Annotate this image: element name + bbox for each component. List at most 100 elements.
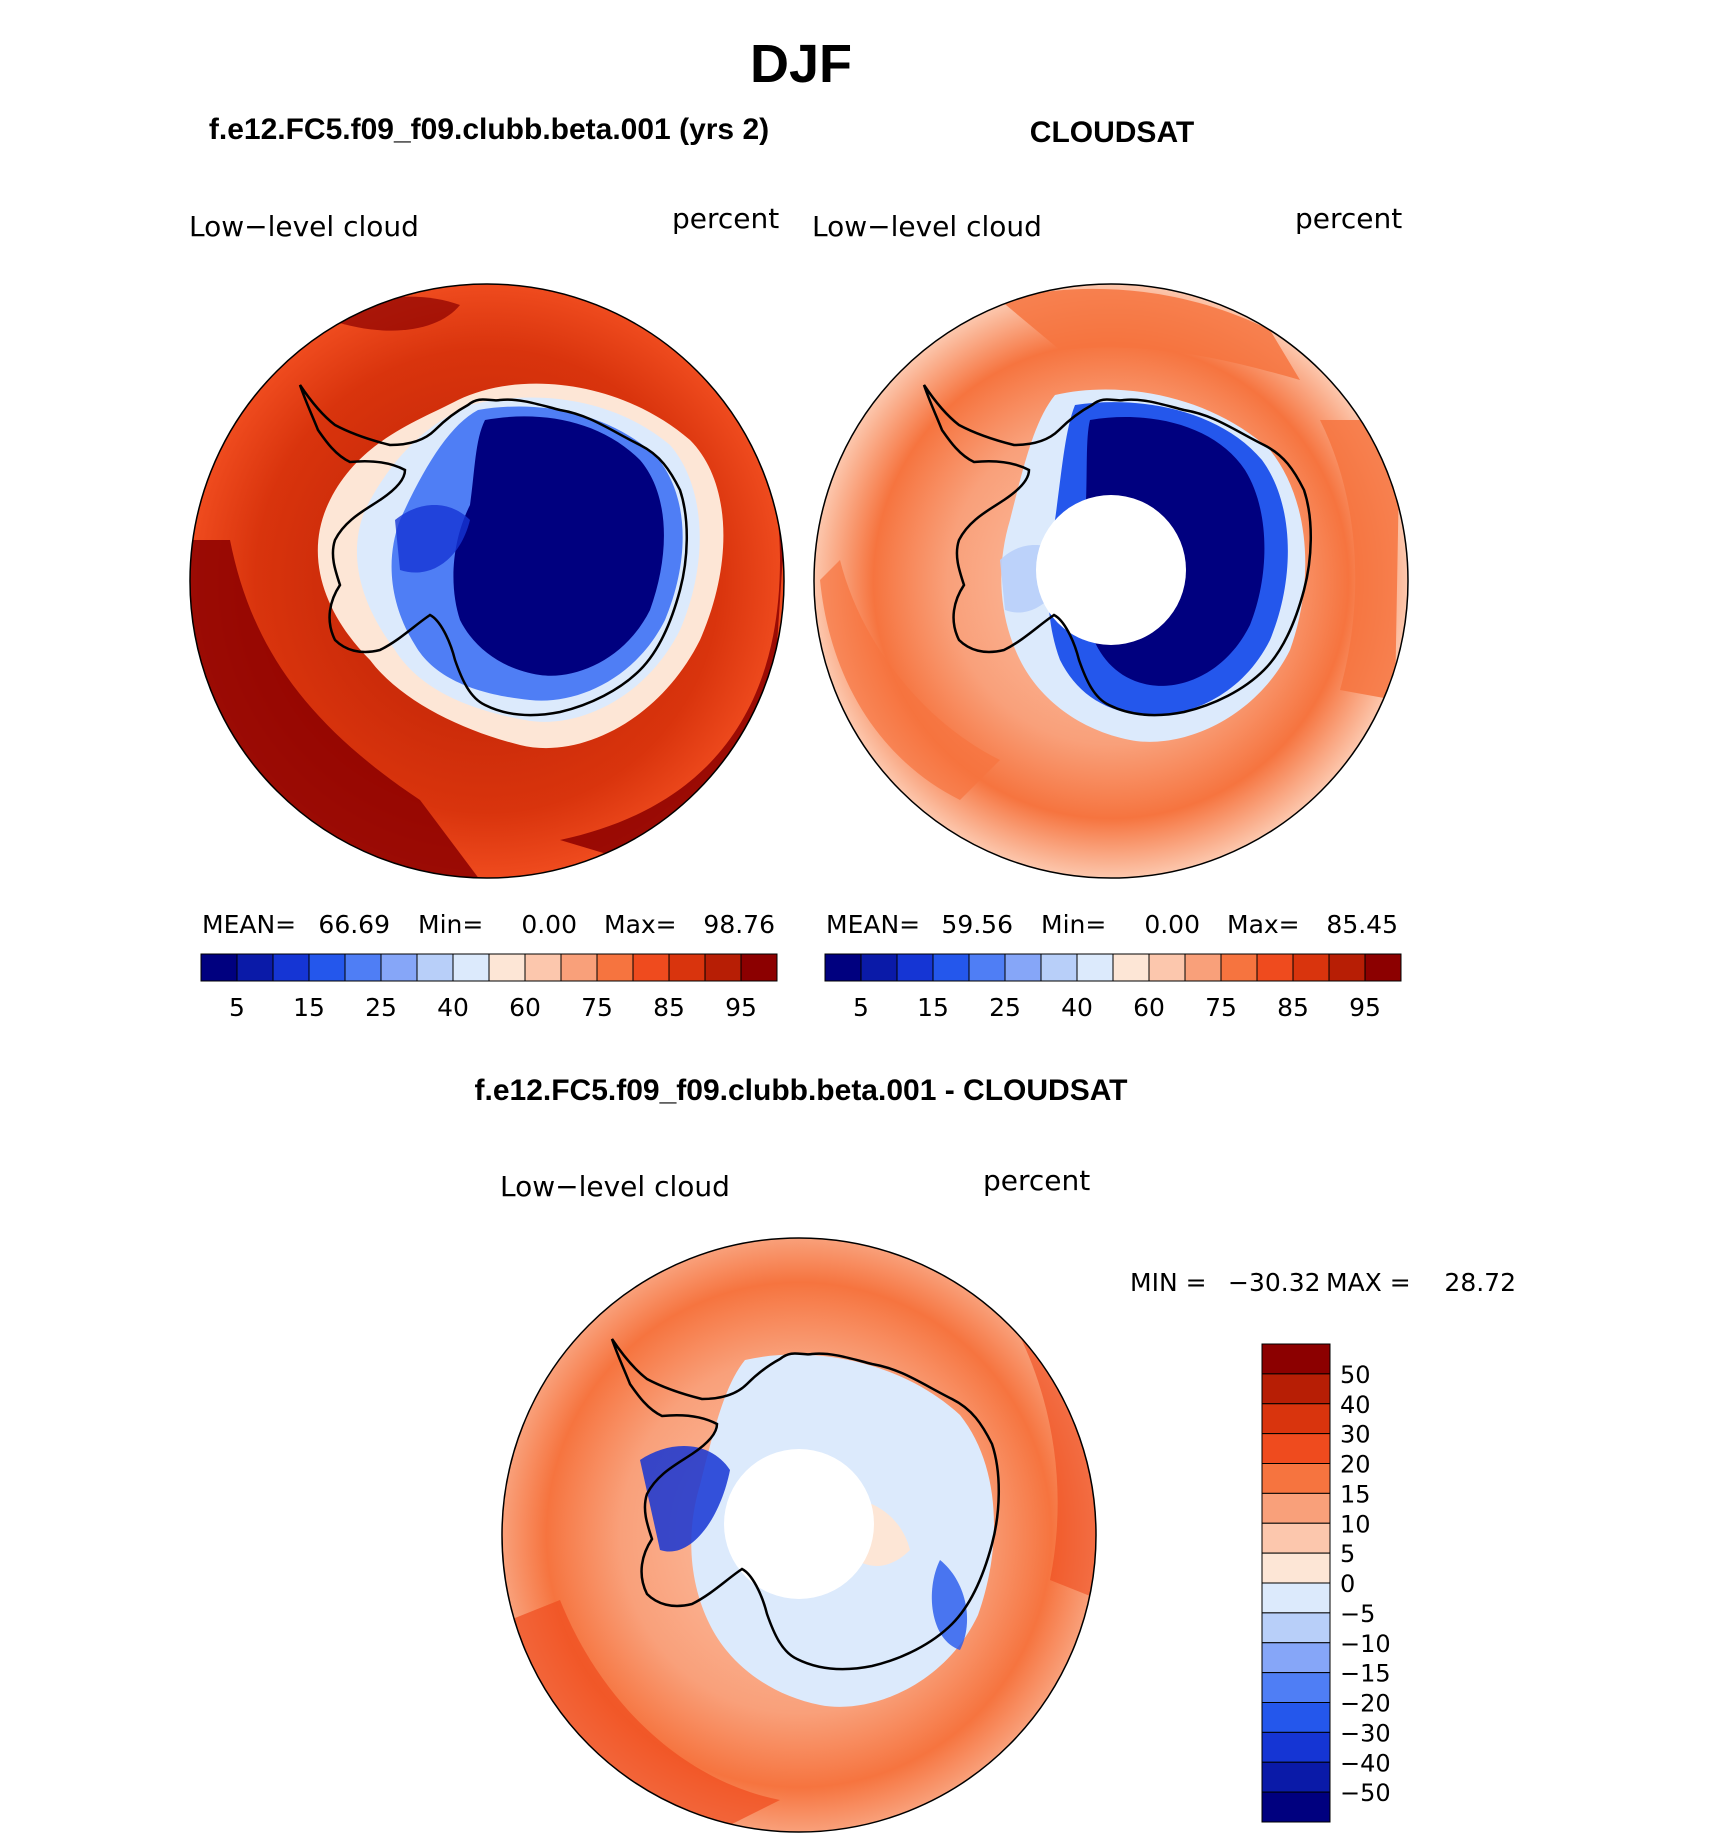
- panel3-colorbar-swatch: [1261, 1522, 1331, 1554]
- panel1-colorbar-swatch: [488, 953, 526, 982]
- panel1-colorbar-swatch: [308, 953, 346, 982]
- panel3-colorbar-swatch: [1261, 1672, 1331, 1703]
- panel3-colorbar-tick-label: −30: [1340, 1719, 1391, 1747]
- panel3-colorbar-swatch: [1261, 1373, 1331, 1405]
- panel1-colorbar-tick-label: 95: [725, 993, 757, 1022]
- panel3-positive-band-west: [510, 1600, 780, 1832]
- panel1-colorbar-swatch: [668, 953, 706, 982]
- panel2-colorbar-swatch: [1220, 953, 1258, 982]
- panel2-missing-data-hole: [1036, 495, 1186, 645]
- panel1-variable-label: Low−level cloud: [189, 210, 419, 243]
- panel3-max-label: MAX =: [1326, 1268, 1411, 1297]
- figure-title: DJF: [750, 34, 852, 94]
- panel1-colorbar-tick-label: 25: [365, 993, 397, 1022]
- panel2-colorbar-swatch: [1256, 953, 1294, 982]
- panel1-units-label: percent: [672, 202, 779, 235]
- panel1-colorbar-tick-label: 60: [509, 993, 541, 1022]
- panel2-colorbar-swatch: [968, 953, 1006, 982]
- panel3-colorbar-tick-label: −10: [1340, 1630, 1391, 1658]
- panel1-min-label: Min=: [418, 910, 483, 939]
- panel1-colorbar-swatch: [632, 953, 670, 982]
- panel3-colorbar-swatch: [1261, 1612, 1331, 1644]
- panel2-colorbar-swatch: [1292, 953, 1330, 982]
- panel3-colorbar-tick-label: 20: [1340, 1451, 1371, 1479]
- panel2-map: [813, 283, 1409, 879]
- panel1-colorbar-swatch: [596, 953, 634, 982]
- panel2-mean-label: MEAN=: [826, 910, 920, 939]
- panel1-title: f.e12.FC5.f09_f09.clubb.beta.001 (yrs 2): [209, 113, 769, 146]
- panel1-colorbar-tick-label: 75: [581, 993, 613, 1022]
- panel2-high-band-east: [1320, 420, 1400, 700]
- panel2-colorbar-tick-label: 95: [1349, 993, 1381, 1022]
- panel1-colorbar-swatch: [344, 953, 382, 982]
- panel1-colorbar-tick-label: 40: [437, 993, 469, 1022]
- panel3-max-value: 28.72: [1444, 1268, 1516, 1297]
- panel1-mean-label: MEAN=: [202, 910, 296, 939]
- panel3-colorbar-swatch: [1261, 1791, 1331, 1823]
- panel3-missing-data-hole: [724, 1449, 874, 1599]
- panel3-colorbar-tick-label: 40: [1340, 1391, 1371, 1419]
- panel1-colorbar-swatch: [452, 953, 490, 982]
- panel3-colorbar-tick-label: −5: [1340, 1600, 1375, 1628]
- panel3-colorbar-tick-label: −15: [1340, 1660, 1391, 1688]
- panel2-colorbar-tick-label: 5: [853, 993, 869, 1022]
- panel3-colorbar-tick-label: 10: [1340, 1510, 1371, 1538]
- panel2-colorbar-tick-label: 85: [1277, 993, 1309, 1022]
- panel2-colorbar-swatch: [1148, 953, 1186, 982]
- panel2-colorbar-swatch: [860, 953, 898, 982]
- panel2-colorbar: 5 15 25 40 60 75 85 95: [824, 953, 1402, 1022]
- panel3-variable-label: Low−level cloud: [500, 1170, 730, 1203]
- panel3-colorbar-swatch: [1261, 1731, 1331, 1763]
- panel3-colorbar-swatch: [1261, 1463, 1331, 1494]
- panel2-colorbar-tick-label: 60: [1133, 993, 1165, 1022]
- panel2-colorbar-swatch: [1328, 953, 1366, 982]
- panel2-colorbar-swatch: [824, 953, 862, 982]
- panel3-colorbar-tick-label: −20: [1340, 1690, 1391, 1718]
- panel1-colorbar-swatch: [236, 953, 274, 982]
- panel1-colorbar: 5 15 25 40 60 75 85 95: [200, 953, 778, 1022]
- panel1-colorbar-tick-label: 85: [653, 993, 685, 1022]
- panel1-map-border: [189, 283, 785, 879]
- panel3-colorbar-tick-label: −40: [1340, 1749, 1391, 1777]
- panel3-colorbar-swatch: [1261, 1492, 1331, 1524]
- panel2-min-value: 0.00: [1144, 910, 1200, 939]
- panel3-colorbar-swatch: [1261, 1343, 1331, 1375]
- panel1-max-value: 98.76: [703, 910, 775, 939]
- panel2-high-band-west: [820, 560, 1000, 800]
- panel1-mean-value: 66.69: [318, 910, 390, 939]
- panel1-coastline: [298, 384, 689, 717]
- panel2-colorbar-swatch: [1112, 953, 1150, 982]
- panel3-title: f.e12.FC5.f09_f09.clubb.beta.001 - CLOUD…: [475, 1074, 1128, 1107]
- panel1-min-value: 0.00: [521, 910, 577, 939]
- panel2-colorbar-swatch: [1076, 953, 1114, 982]
- panel2-max-label: Max=: [1227, 910, 1300, 939]
- panel2-title: CLOUDSAT: [1030, 116, 1194, 149]
- panel2-colorbar-swatch: [932, 953, 970, 982]
- panel3-colorbar-swatch: [1261, 1761, 1331, 1793]
- panel2-colorbar-tick-label: 15: [917, 993, 949, 1022]
- panel3-colorbar-swatch: [1261, 1702, 1331, 1733]
- panel1-colorbar-tick-label: 5: [229, 993, 245, 1022]
- panel1-colorbar-tick-label: 15: [293, 993, 325, 1022]
- panel2-units-label: percent: [1295, 202, 1402, 235]
- panel1-max-label: Max=: [604, 910, 677, 939]
- panel3-colorbar-tick-label: 0: [1340, 1570, 1355, 1598]
- panel1-map: [189, 283, 785, 879]
- panel2-colorbar-tick-label: 40: [1061, 993, 1093, 1022]
- panel3-coastline: [610, 1338, 1001, 1671]
- panel2-min-label: Min=: [1041, 910, 1106, 939]
- panel2-colorbar-swatch: [1040, 953, 1078, 982]
- panel1-colorbar-swatch: [704, 953, 742, 982]
- panel3-negative-coast: [931, 1560, 968, 1650]
- panel3-colorbar-swatch: [1261, 1642, 1331, 1674]
- panel1-ice-shelf: [395, 505, 470, 573]
- panel1-colorbar-swatch: [560, 953, 598, 982]
- panel2-max-value: 85.45: [1326, 910, 1398, 939]
- panel1-colorbar-swatch: [416, 953, 454, 982]
- panel2-map-border: [813, 283, 1409, 879]
- panel3-units-label: percent: [983, 1164, 1090, 1197]
- panel3-colorbar-tick-label: 50: [1340, 1361, 1371, 1389]
- panel3-negative-shelf: [640, 1446, 730, 1552]
